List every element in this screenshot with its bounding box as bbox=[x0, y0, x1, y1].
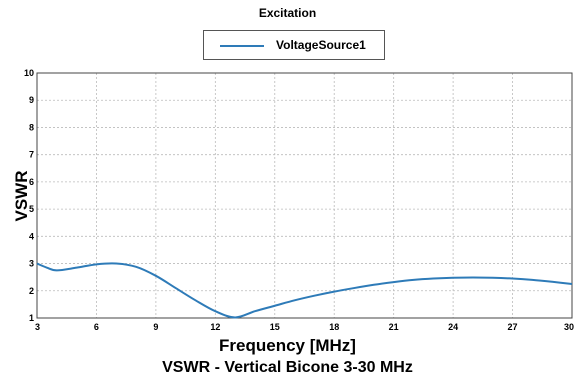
x-tick-label: 21 bbox=[389, 322, 399, 332]
y-tick-label: 9 bbox=[29, 95, 34, 105]
plot-frame bbox=[36, 72, 573, 319]
x-tick-label: 24 bbox=[448, 322, 458, 332]
grid-lines bbox=[36, 72, 573, 319]
x-tick-label: 15 bbox=[270, 322, 280, 332]
x-tick-label: 6 bbox=[94, 322, 99, 332]
x-tick-label: 12 bbox=[210, 322, 220, 332]
x-tick-label: 27 bbox=[508, 322, 518, 332]
chart-subtitle: VSWR - Vertical Bicone 3-30 MHz bbox=[162, 359, 413, 376]
legend: VoltageSource1 bbox=[203, 30, 385, 60]
y-tick-label: 7 bbox=[29, 150, 34, 160]
y-tick-label: 8 bbox=[29, 122, 34, 132]
legend-label: VoltageSource1 bbox=[276, 38, 366, 52]
x-tick-label: 3 bbox=[35, 322, 40, 332]
y-tick-label: 10 bbox=[24, 68, 34, 78]
y-tick-labels: 1 2 3 4 5 6 7 8 9 10 bbox=[24, 68, 34, 323]
series-line-voltagesource1 bbox=[36, 262, 573, 319]
y-tick-label: 1 bbox=[29, 313, 34, 323]
x-tick-label: 30 bbox=[564, 322, 574, 332]
legend-line-swatch bbox=[220, 45, 264, 47]
y-tick-label: 3 bbox=[29, 259, 34, 269]
x-tick-labels: 3 6 9 12 15 18 21 24 27 30 bbox=[35, 322, 574, 332]
y-axis-label: VSWR bbox=[12, 170, 31, 222]
chart-title: Excitation bbox=[258, 6, 317, 20]
y-tick-label: 2 bbox=[29, 286, 34, 296]
x-axis-label: Frequency [MHz] bbox=[219, 336, 356, 355]
y-tick-label: 4 bbox=[29, 231, 34, 241]
x-tick-label: 18 bbox=[329, 322, 339, 332]
y-tick-label: 6 bbox=[29, 177, 34, 187]
x-tick-label: 9 bbox=[153, 322, 158, 332]
y-tick-label: 5 bbox=[29, 204, 34, 214]
